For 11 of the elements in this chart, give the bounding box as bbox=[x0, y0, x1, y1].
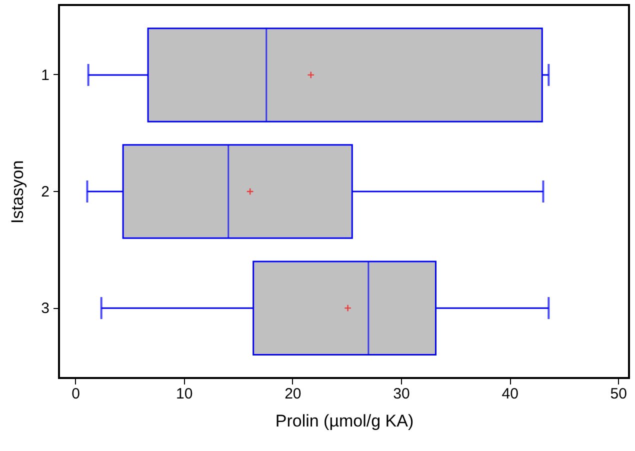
x-tick-label: 20 bbox=[284, 386, 302, 402]
x-tick-label: 0 bbox=[72, 386, 80, 402]
y-axis-title: Istasyon bbox=[8, 160, 28, 224]
x-tick-label: 50 bbox=[610, 386, 627, 402]
y-tick-label: 2 bbox=[41, 184, 50, 200]
y-tick-label: 3 bbox=[41, 300, 50, 318]
x-axis-title: Prolin (µmol/g KA) bbox=[275, 412, 414, 430]
y-tick-label: 1 bbox=[41, 66, 50, 84]
x-tick-label: 10 bbox=[176, 386, 193, 402]
x-tick-label: 30 bbox=[393, 386, 410, 402]
x-tick-label: 40 bbox=[502, 386, 518, 402]
